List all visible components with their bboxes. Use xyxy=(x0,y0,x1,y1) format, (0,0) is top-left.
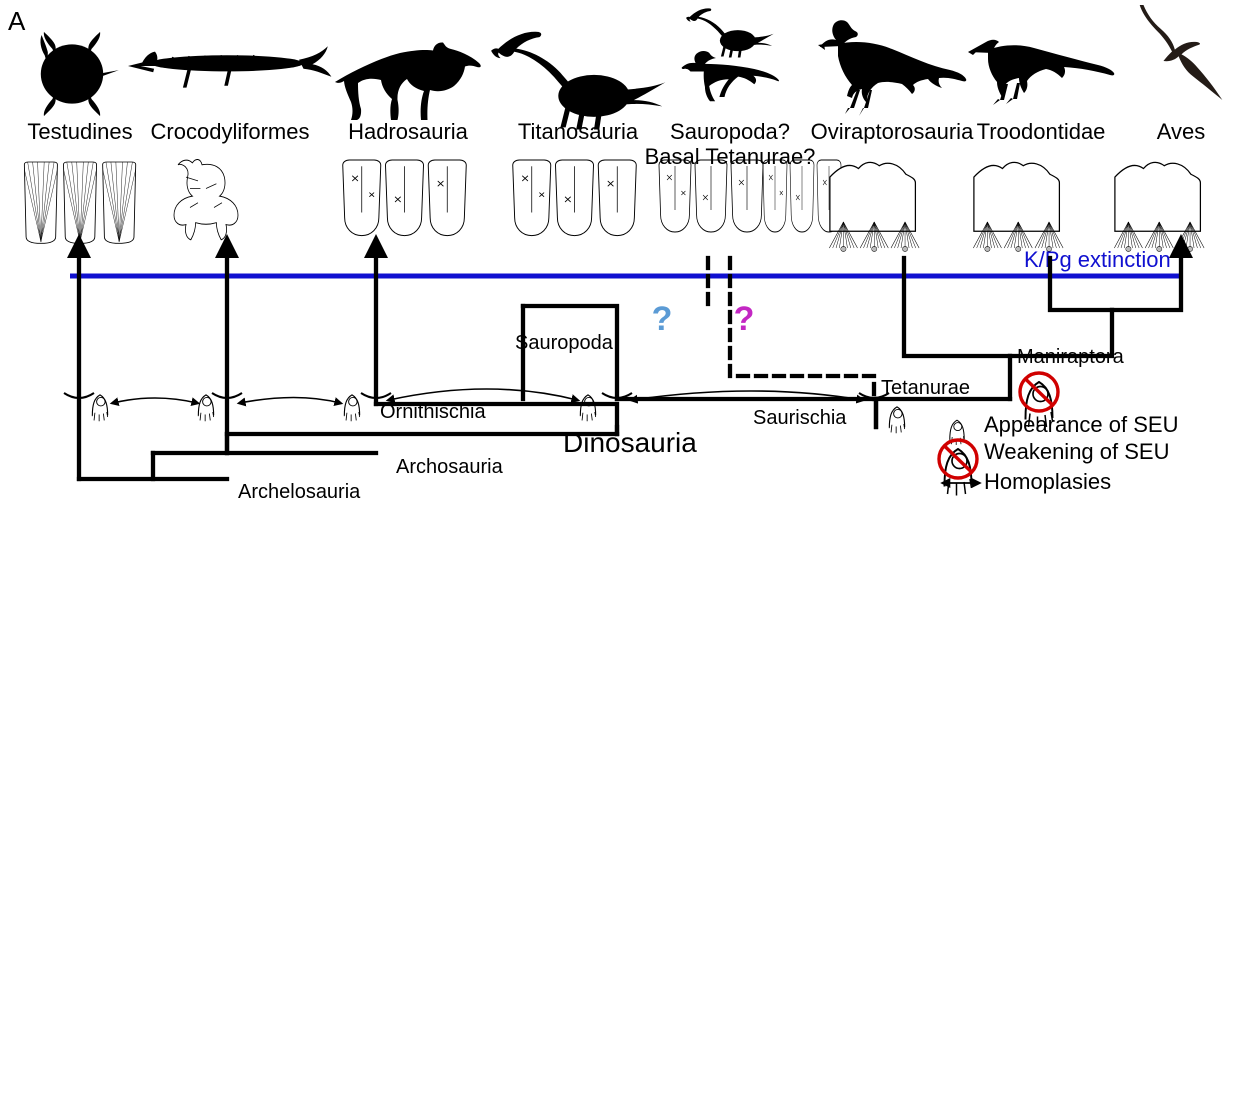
svg-text:Ornithischia: Ornithischia xyxy=(380,401,486,423)
svg-text:Archelosauria: Archelosauria xyxy=(238,481,361,503)
svg-text:A: A xyxy=(8,6,26,36)
svg-text:Appearance of SEU: Appearance of SEU xyxy=(984,412,1178,437)
svg-text:Testudines: Testudines xyxy=(27,119,132,144)
svg-text:?: ? xyxy=(652,300,673,338)
svg-text:Hadrosauria: Hadrosauria xyxy=(348,119,469,144)
svg-text:Weakening of SEU: Weakening of SEU xyxy=(984,439,1169,464)
svg-text:Oviraptorosauria: Oviraptorosauria xyxy=(811,119,974,144)
svg-text:Archosauria: Archosauria xyxy=(396,456,504,478)
svg-text:Maniraptora: Maniraptora xyxy=(1017,346,1125,368)
svg-text:Sauropoda?: Sauropoda? xyxy=(670,119,790,144)
svg-text:?: ? xyxy=(734,300,755,338)
svg-text:Aves: Aves xyxy=(1157,119,1206,144)
svg-text:Sauropoda: Sauropoda xyxy=(515,332,614,354)
svg-text:Saurischia: Saurischia xyxy=(753,407,847,429)
svg-text:Troodontidae: Troodontidae xyxy=(977,119,1106,144)
svg-text:K/Pg extinction: K/Pg extinction xyxy=(1024,247,1171,272)
svg-text:Crocodyliformes: Crocodyliformes xyxy=(151,119,310,144)
svg-text:Tetanurae: Tetanurae xyxy=(881,377,970,399)
svg-text:Dinosauria: Dinosauria xyxy=(563,427,697,458)
svg-text:Homoplasies: Homoplasies xyxy=(984,469,1111,494)
svg-text:Titanosauria: Titanosauria xyxy=(518,119,639,144)
